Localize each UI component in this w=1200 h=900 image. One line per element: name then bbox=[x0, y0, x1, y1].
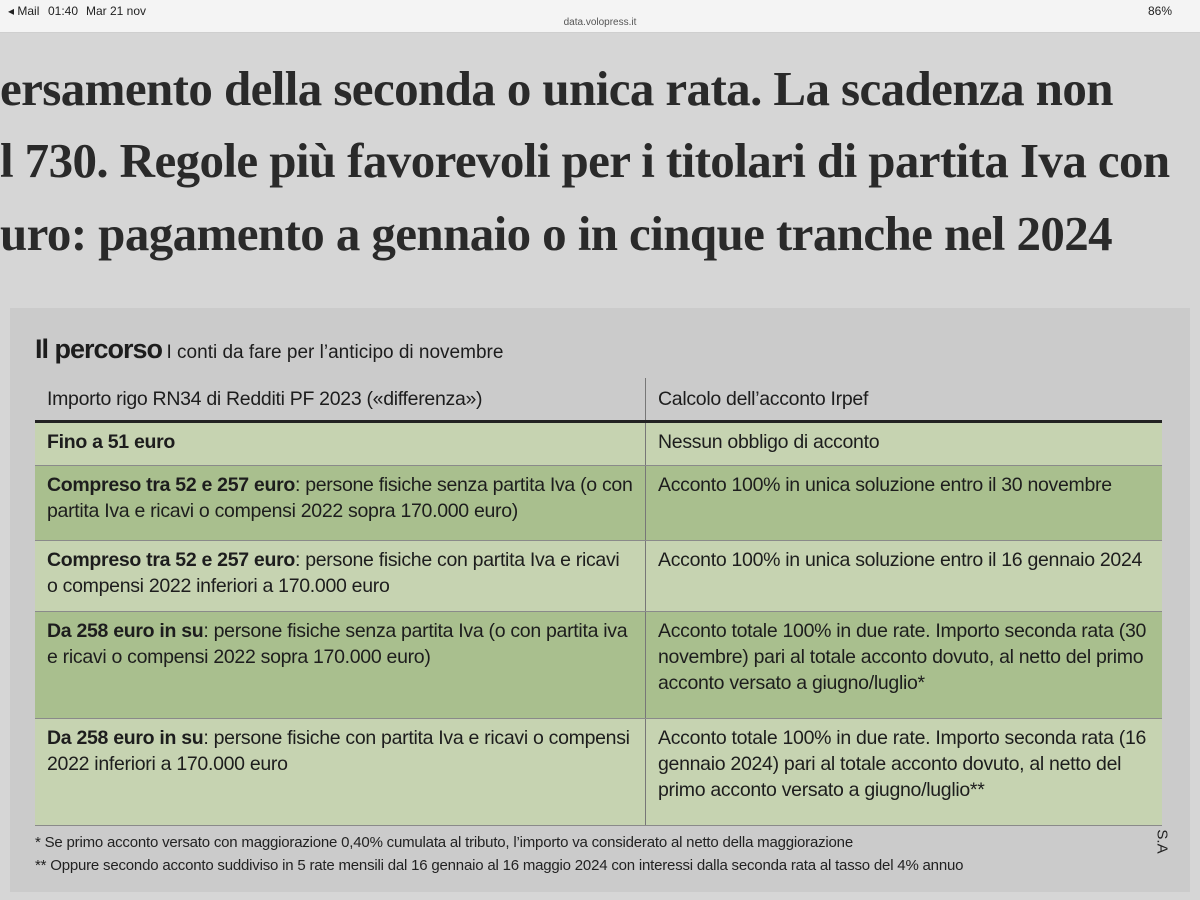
condition-text: : persone fisiche con partita Iva e rica… bbox=[47, 549, 620, 597]
info-box: Il percorso I conti da fare per l’antici… bbox=[10, 308, 1190, 892]
header: Calcolo dell’acconto Irpef bbox=[645, 378, 1162, 423]
result-cell: Nessun obbligo di acconto bbox=[645, 421, 1162, 466]
result-cell: Acconto 100% in unica soluzione entro il… bbox=[645, 465, 1162, 541]
condition-cell: Compreso tra 52 e 257 euro: persone fisi… bbox=[35, 540, 646, 612]
condition-bold: Compreso tra 52 e 257 euro bbox=[47, 549, 295, 571]
condition-text: : persone fisiche senza partita Iva (o c… bbox=[47, 474, 633, 522]
footnote: ** Oppure secondo acconto suddiviso in 5… bbox=[35, 857, 964, 874]
table: Importo rigo RN34 di Redditi PF 2023 («d… bbox=[35, 378, 1162, 826]
table-row: Fino a 51 euro Nessun obbligo di acconto bbox=[35, 421, 1162, 466]
title: Il percorso bbox=[35, 334, 163, 364]
url[interactable]: data.volopress.it bbox=[563, 17, 637, 28]
condition-text: : persone fisiche senza partita Iva (o c… bbox=[47, 620, 628, 668]
footnote: * Se primo acconto versato con maggioraz… bbox=[35, 834, 853, 851]
result-cell: Acconto 100% in unica soluzione entro il… bbox=[645, 540, 1162, 612]
condition-bold: Da 258 euro in su bbox=[47, 727, 204, 749]
condition-cell: Da 258 euro in su: persone fisiche con p… bbox=[35, 718, 646, 826]
box-title: Il percorso I conti da fare per l’antici… bbox=[35, 334, 503, 365]
headline-line: ersamento della seconda o unica rata. La… bbox=[0, 61, 1113, 116]
battery: 86% bbox=[1148, 4, 1173, 18]
condition-cell: Compreso tra 52 e 257 euro: persone fisi… bbox=[35, 465, 646, 541]
headline-line: l 730. Regole più favorevoli per i titol… bbox=[0, 133, 1170, 188]
result-cell: Acconto totale 100% in due rate. Importo… bbox=[645, 611, 1162, 719]
time: 01:40 bbox=[48, 4, 79, 18]
status-bar: ◂ Mail 01:40 Mar 21 nov data.volopress.i… bbox=[0, 0, 1200, 33]
condition-bold: Da 258 euro in su bbox=[47, 620, 204, 642]
back-app[interactable]: ◂ Mail bbox=[8, 4, 40, 18]
table-row: Da 258 euro in su: persone fisiche senza… bbox=[35, 611, 1162, 719]
condition-text: : persone fisiche con partita Iva e rica… bbox=[47, 727, 630, 775]
result-cell: Acconto totale 100% in due rate. Importo… bbox=[645, 718, 1162, 826]
condition-cell: Fino a 51 euro bbox=[35, 421, 646, 466]
back-app-label[interactable]: Mail bbox=[17, 4, 40, 18]
condition-bold: Fino a 51 euro bbox=[47, 431, 175, 453]
subtitle: I conti da fare per l’anticipo di novemb… bbox=[166, 342, 504, 363]
condition-cell: Da 258 euro in su: persone fisiche senza… bbox=[35, 611, 646, 719]
date: Mar 21 nov bbox=[86, 4, 147, 18]
table-row: Compreso tra 52 e 257 euro: persone fisi… bbox=[35, 465, 1162, 541]
signature: S.A bbox=[1153, 829, 1171, 854]
headline-line: uro: pagamento a gennaio o in cinque tra… bbox=[0, 206, 1113, 261]
table-row: Da 258 euro in su: persone fisiche con p… bbox=[35, 718, 1162, 826]
table-row: Compreso tra 52 e 257 euro: persone fisi… bbox=[35, 540, 1162, 612]
condition-bold: Compreso tra 52 e 257 euro bbox=[47, 474, 295, 496]
header: Importo rigo RN34 di Redditi PF 2023 («d… bbox=[35, 378, 646, 423]
